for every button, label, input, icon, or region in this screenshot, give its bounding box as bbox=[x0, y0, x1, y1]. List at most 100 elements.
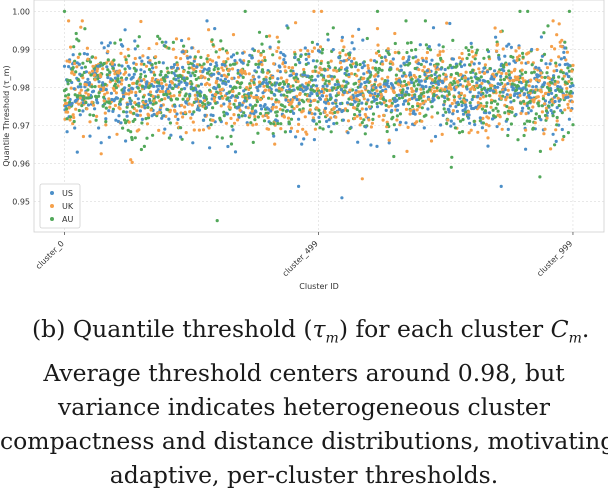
point-au bbox=[123, 67, 127, 71]
point-us bbox=[138, 109, 142, 113]
point-au bbox=[154, 61, 158, 65]
point-us bbox=[367, 69, 371, 73]
point-uk bbox=[220, 87, 224, 91]
point-uk bbox=[370, 121, 374, 125]
point-uk bbox=[197, 128, 201, 132]
point-uk bbox=[430, 78, 435, 82]
point-uk bbox=[418, 111, 422, 116]
point-uk bbox=[486, 116, 491, 120]
point-au bbox=[302, 70, 306, 74]
legend-label-us: US bbox=[62, 189, 73, 198]
caption-line-3: variance indicates heterogeneous cluster bbox=[57, 392, 551, 421]
point-au bbox=[378, 67, 382, 71]
point-uk bbox=[457, 95, 461, 99]
point-us bbox=[326, 38, 330, 42]
point-us bbox=[399, 68, 403, 72]
point-uk bbox=[324, 98, 328, 102]
point-us bbox=[130, 86, 134, 90]
point-us bbox=[430, 58, 434, 62]
point-us bbox=[554, 88, 558, 93]
point-us bbox=[397, 93, 401, 97]
point-au bbox=[460, 130, 465, 134]
point-us bbox=[439, 67, 443, 71]
point-uk bbox=[181, 115, 185, 119]
point-au bbox=[272, 122, 276, 126]
point-au bbox=[387, 52, 391, 57]
point-au bbox=[561, 77, 565, 81]
point-us bbox=[316, 49, 321, 53]
point-uk bbox=[375, 27, 380, 31]
point-us bbox=[279, 93, 283, 97]
point-uk bbox=[163, 97, 167, 101]
point-au bbox=[380, 68, 384, 72]
point-us bbox=[506, 82, 510, 86]
point-au bbox=[537, 114, 542, 119]
point-us bbox=[316, 74, 320, 78]
point-uk bbox=[351, 62, 355, 66]
point-us bbox=[367, 90, 371, 94]
point-au bbox=[235, 94, 239, 98]
point-uk bbox=[371, 66, 375, 70]
point-au bbox=[349, 102, 353, 106]
point-au bbox=[269, 121, 273, 125]
point-au bbox=[187, 66, 191, 70]
point-uk bbox=[160, 81, 164, 85]
point-us bbox=[127, 88, 131, 92]
point-au bbox=[468, 101, 472, 105]
point-us bbox=[113, 76, 117, 80]
point-au bbox=[457, 131, 462, 135]
point-au bbox=[567, 9, 572, 13]
point-us bbox=[197, 108, 201, 112]
point-au bbox=[107, 100, 111, 104]
point-uk bbox=[517, 54, 522, 58]
point-uk bbox=[84, 91, 88, 95]
point-uk bbox=[562, 74, 566, 78]
point-us bbox=[468, 90, 472, 94]
point-uk bbox=[67, 106, 71, 110]
point-au bbox=[326, 61, 330, 65]
point-au bbox=[165, 93, 169, 97]
point-au bbox=[471, 95, 475, 99]
point-au bbox=[406, 41, 410, 45]
point-uk bbox=[228, 106, 232, 110]
point-au bbox=[151, 133, 155, 137]
point-us bbox=[172, 63, 177, 67]
point-au bbox=[232, 102, 236, 106]
point-uk bbox=[237, 75, 241, 79]
point-us bbox=[403, 99, 408, 103]
point-uk bbox=[571, 63, 575, 67]
point-au bbox=[358, 62, 362, 67]
point-au bbox=[249, 121, 253, 125]
point-au bbox=[533, 90, 537, 94]
point-us bbox=[433, 134, 438, 139]
point-uk bbox=[328, 88, 332, 92]
point-uk bbox=[315, 87, 320, 91]
point-au bbox=[446, 97, 450, 101]
point-au bbox=[353, 113, 357, 117]
point-uk bbox=[338, 51, 342, 55]
point-us bbox=[480, 126, 484, 130]
point-us bbox=[294, 72, 298, 77]
point-au bbox=[133, 136, 137, 140]
point-au bbox=[414, 79, 418, 83]
point-us bbox=[415, 98, 419, 102]
point-uk bbox=[379, 96, 383, 100]
point-au bbox=[214, 50, 218, 54]
point-uk bbox=[75, 65, 79, 69]
point-uk bbox=[436, 53, 440, 57]
point-uk bbox=[271, 76, 275, 80]
point-uk bbox=[419, 87, 423, 91]
point-uk bbox=[93, 78, 97, 82]
point-au bbox=[394, 81, 398, 85]
point-uk bbox=[440, 132, 444, 136]
point-uk bbox=[149, 108, 153, 112]
point-uk bbox=[102, 99, 106, 103]
point-au bbox=[328, 97, 332, 101]
point-au bbox=[392, 154, 396, 159]
point-uk bbox=[354, 91, 358, 95]
point-us bbox=[381, 88, 385, 93]
point-au bbox=[178, 90, 182, 94]
point-au bbox=[141, 95, 145, 99]
point-au bbox=[566, 66, 570, 70]
point-au bbox=[557, 75, 561, 79]
